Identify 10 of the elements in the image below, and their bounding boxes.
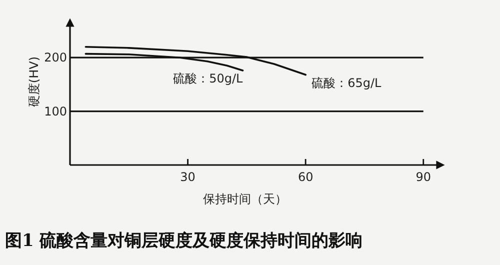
series-label: 硫酸：50g/L bbox=[173, 71, 244, 86]
y-tick-label: 100 bbox=[44, 104, 67, 118]
x-tick-label: 30 bbox=[180, 170, 196, 184]
text: 图1 硫酸含量对铜层硬度及硬度保持时间的影响 bbox=[5, 231, 363, 251]
x-axis-title: 保持时间（天） bbox=[203, 192, 287, 206]
x-tick-label: 60 bbox=[298, 170, 314, 184]
y-axis-title: 硬度(HV) bbox=[27, 56, 41, 108]
y-tick-label: 200 bbox=[44, 50, 67, 65]
series-label: 硫酸：65g/L bbox=[312, 76, 382, 90]
x-tick-label: 90 bbox=[416, 170, 432, 184]
